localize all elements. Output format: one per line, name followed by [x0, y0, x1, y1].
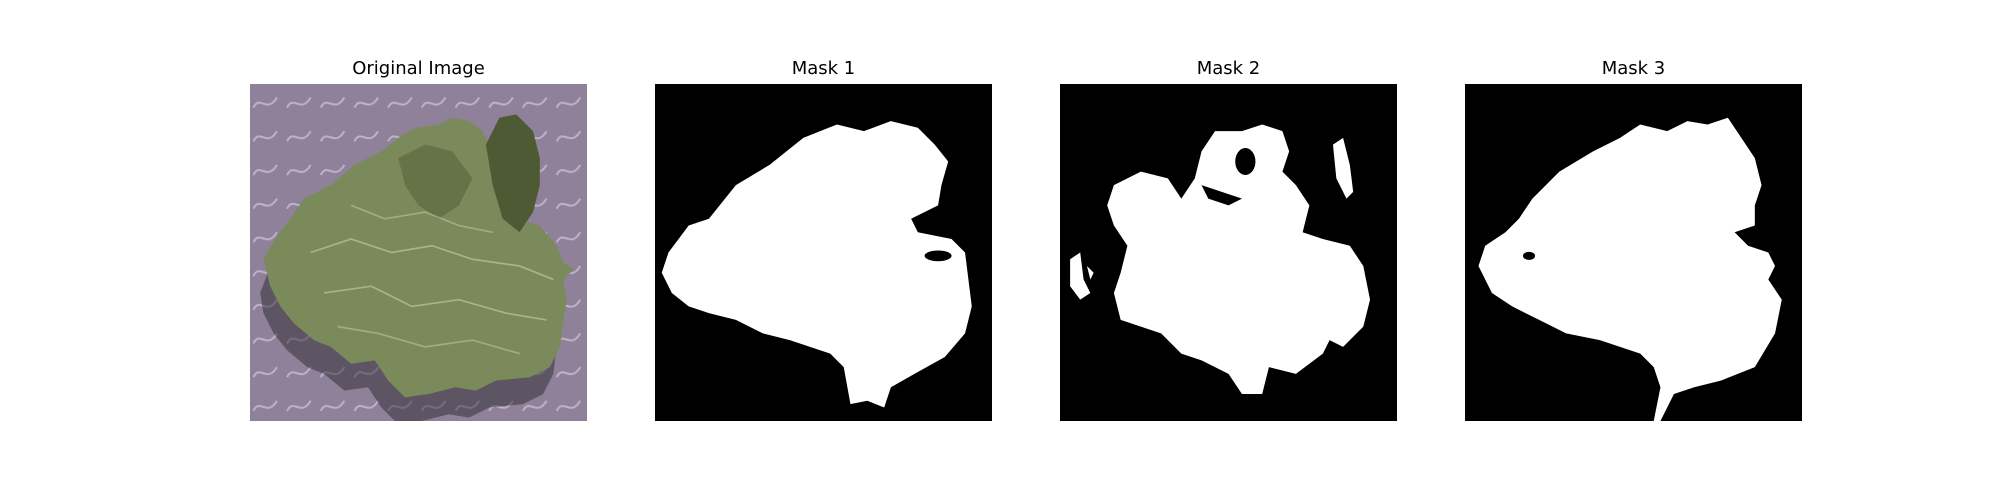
original-image: [250, 84, 587, 421]
panel-title-original: Original Image: [352, 58, 485, 79]
panel-title-mask-3: Mask 3: [1601, 58, 1666, 79]
mask-2-image: [1060, 84, 1397, 421]
mask-3-image: [1465, 84, 1802, 421]
panel-title-mask-2: Mask 2: [1196, 58, 1261, 79]
panel-title-mask-1: Mask 1: [791, 58, 856, 79]
mask-1-image: [655, 84, 992, 421]
